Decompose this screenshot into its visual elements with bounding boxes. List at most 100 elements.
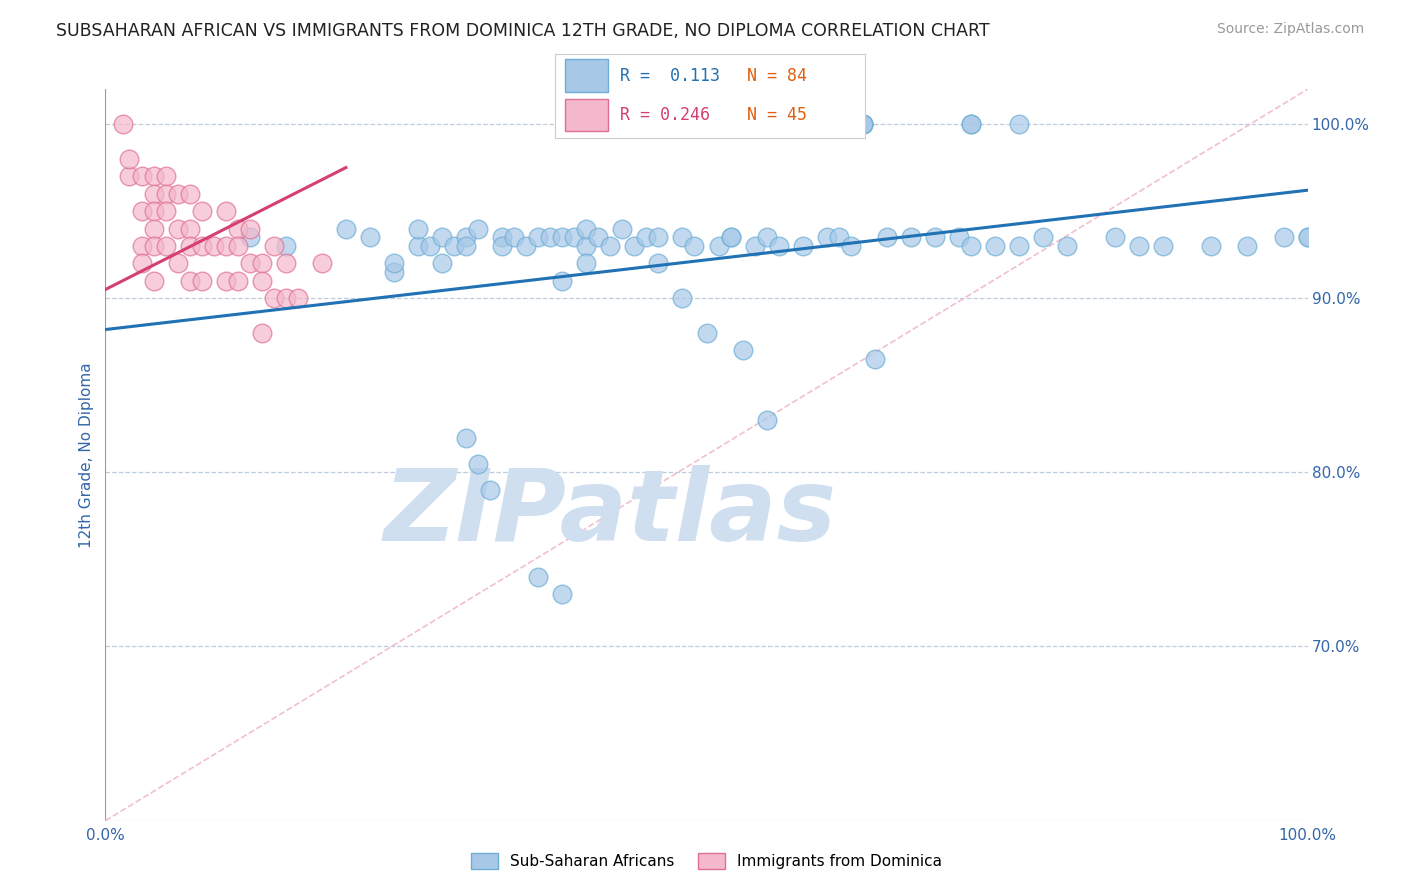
Point [214,239,236,253]
Point [575,221,598,235]
Point [948,230,970,244]
Point [142,186,165,201]
Point [876,230,898,244]
Point [755,413,778,427]
Point [839,239,862,253]
Point [166,186,188,201]
Point [503,230,526,244]
Point [527,570,550,584]
Point [287,291,309,305]
Point [924,230,946,244]
Point [720,230,742,244]
Point [960,117,983,131]
Bar [565,60,607,92]
Point [815,230,838,244]
Point [575,239,598,253]
Point [239,230,262,244]
Point [792,239,814,253]
Point [779,117,801,131]
Point [588,230,610,244]
Text: R = 0.246: R = 0.246 [620,106,710,124]
Point [118,152,141,166]
Point [1032,230,1054,244]
Text: SUBSAHARAN AFRICAN VS IMMIGRANTS FROM DOMINICA 12TH GRADE, NO DIPLOMA CORRELATIO: SUBSAHARAN AFRICAN VS IMMIGRANTS FROM DO… [56,22,990,40]
Point [852,117,875,131]
Point [720,230,742,244]
Point [671,230,693,244]
Point [1272,230,1295,244]
Point [612,221,634,235]
Point [155,169,177,184]
Point [1008,239,1031,253]
Text: N = 84: N = 84 [747,67,807,85]
Point [274,239,297,253]
Point [131,169,153,184]
Point [214,204,236,219]
Point [538,230,561,244]
Text: N = 45: N = 45 [747,106,807,124]
Point [491,230,513,244]
Point [636,230,658,244]
Point [250,326,273,340]
Point [491,239,513,253]
Point [828,230,851,244]
Point [707,239,730,253]
Point [852,117,875,131]
Point [1056,239,1078,253]
Point [155,204,177,219]
Point [155,186,177,201]
Point [551,230,574,244]
Point [239,256,262,270]
Point [382,265,405,279]
Point [1128,239,1150,253]
Point [1201,239,1223,253]
Point [443,239,465,253]
Point [454,239,477,253]
Point [1296,230,1319,244]
Point [755,230,778,244]
Point [226,221,249,235]
Point [1104,230,1126,244]
Point [118,169,141,184]
Point [430,256,453,270]
Text: R =  0.113: R = 0.113 [620,67,720,85]
Point [142,274,165,288]
Point [430,230,453,244]
Point [166,256,188,270]
Point [815,117,838,131]
Point [623,117,645,131]
Point [190,274,212,288]
Point [335,221,357,235]
Point [467,457,489,471]
Point [731,343,754,358]
Point [755,117,778,131]
Point [131,256,153,270]
Point [623,239,645,253]
Point [250,256,273,270]
Point [131,204,153,219]
Point [479,483,502,497]
Point [551,274,574,288]
Point [142,239,165,253]
Point [155,239,177,253]
Point [179,221,201,235]
Point [142,169,165,184]
Point [166,221,188,235]
Point [1152,239,1174,253]
Point [226,274,249,288]
Point [527,230,550,244]
Text: ZIPatlas: ZIPatlas [384,465,837,562]
Point [190,204,212,219]
Bar [565,99,607,131]
Point [744,239,766,253]
Point [683,239,706,253]
Text: Source: ZipAtlas.com: Source: ZipAtlas.com [1216,22,1364,37]
Point [239,221,262,235]
Point [1296,230,1319,244]
Point [263,239,285,253]
Point [419,239,441,253]
Point [696,326,718,340]
Point [852,117,875,131]
Point [960,117,983,131]
Point [179,186,201,201]
